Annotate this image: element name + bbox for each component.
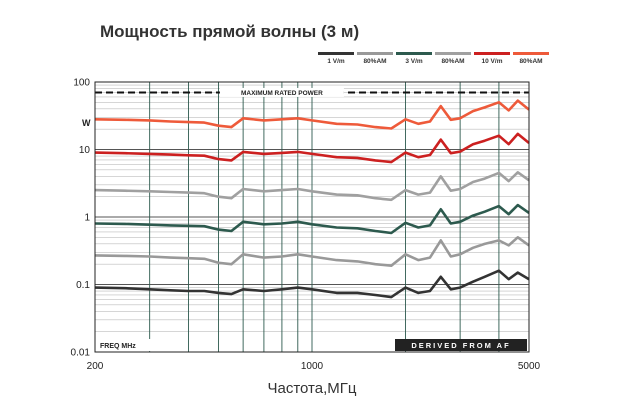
legend-label: 1 V/m bbox=[327, 58, 345, 65]
legend-label: 80%AM bbox=[363, 58, 386, 65]
legend-label: 10 V/m bbox=[482, 58, 503, 65]
series-line-3 bbox=[94, 203, 530, 235]
y-tick-label: 0.01 bbox=[71, 348, 91, 359]
freq-label-box bbox=[96, 339, 158, 351]
legend-swatch bbox=[318, 52, 354, 55]
legend-swatch bbox=[396, 52, 432, 55]
y-tick-label: 10 bbox=[79, 145, 91, 156]
x-tick-label: 200 bbox=[87, 361, 104, 372]
y-tick-label: 0.1 bbox=[76, 280, 90, 291]
legend: 1 V/m 80%AM 3 V/m 80%AM 10 V/m 80%AM bbox=[318, 52, 549, 65]
y-tick-label: 1 bbox=[84, 213, 90, 224]
x-tick-label: 5000 bbox=[518, 361, 541, 372]
legend-swatch bbox=[513, 52, 549, 55]
legend-label: 3 V/m bbox=[405, 58, 423, 65]
chart-title: Мощность прямой волны (3 м) bbox=[100, 22, 359, 41]
series-line-1 bbox=[94, 269, 530, 299]
y-axis-label: W bbox=[82, 118, 91, 128]
legend-swatch bbox=[474, 52, 510, 55]
max-rated-power: MAXIMUM RATED POWER bbox=[95, 87, 529, 97]
legend-swatch bbox=[357, 52, 393, 55]
y-axis: 100 10 1 0.1 0.01 bbox=[71, 78, 91, 359]
legend-swatch bbox=[435, 52, 471, 55]
x-tick-label: 1000 bbox=[301, 361, 324, 372]
plot-frame bbox=[94, 81, 530, 353]
x-axis-label: Частота,МГц bbox=[268, 380, 357, 397]
y-tick-label: 100 bbox=[73, 78, 90, 89]
series-group bbox=[94, 99, 530, 299]
legend-label: 80%AM bbox=[519, 58, 542, 65]
max-power-label: MAXIMUM RATED POWER bbox=[241, 90, 323, 97]
grid bbox=[94, 81, 530, 353]
series-line-5 bbox=[94, 132, 530, 164]
x-axis: 200 1000 5000 bbox=[87, 361, 541, 372]
series-line-4 bbox=[94, 171, 530, 202]
series-line-6 bbox=[94, 99, 530, 130]
freq-label: FREQ MHz bbox=[100, 343, 136, 350]
derived-label-box bbox=[395, 339, 527, 351]
max-power-label-box bbox=[219, 87, 344, 97]
series-line-2 bbox=[94, 236, 530, 267]
legend-label: 80%AM bbox=[441, 58, 464, 65]
derived-label: DERIVED FROM AF bbox=[411, 341, 510, 350]
